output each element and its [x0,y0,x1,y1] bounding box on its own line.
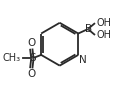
Text: OH: OH [96,18,111,28]
Text: N: N [79,55,87,65]
Text: O: O [27,69,36,79]
Text: CH₃: CH₃ [3,53,21,63]
Text: O: O [27,38,36,48]
Text: S: S [29,53,36,63]
Text: B: B [84,24,92,34]
Text: OH: OH [96,30,111,40]
